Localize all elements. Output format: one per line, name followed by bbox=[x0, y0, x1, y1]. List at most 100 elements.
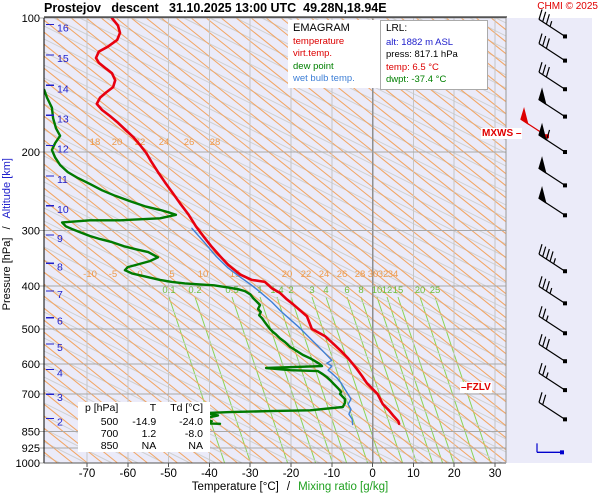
table-row: 500 -14.9 -24.0 bbox=[78, 416, 210, 428]
svg-text:200: 200 bbox=[22, 147, 40, 159]
isopleth-labels: 18 20 22 24 26 28-10 -5 0 5 10 15 20 22 24 26 28 30 32 340… bbox=[83, 137, 440, 296]
svg-text:14: 14 bbox=[57, 83, 69, 95]
svg-text:-10: -10 bbox=[323, 468, 340, 480]
pressure-axis: 100 200 300 400 500 600 700 850 925 1000 bbox=[16, 13, 40, 470]
lrl-temperature: temp: 6.5 °C bbox=[386, 61, 439, 73]
svg-text:5: 5 bbox=[169, 269, 174, 280]
temperature-curve bbox=[94, 18, 401, 426]
svg-text:15: 15 bbox=[230, 269, 241, 280]
lrl-box: LRL: alt: 1882 m ASL press: 817.1 hPa te… bbox=[380, 20, 488, 90]
sounding-curves bbox=[44, 18, 401, 426]
legend-item-dew-point: dew point bbox=[293, 60, 334, 72]
svg-text:-5: -5 bbox=[109, 269, 117, 280]
table-row: 850 NA NA bbox=[78, 440, 210, 452]
svg-text:25: 25 bbox=[430, 285, 441, 296]
svg-text:20: 20 bbox=[282, 269, 293, 280]
svg-text:22: 22 bbox=[301, 269, 312, 280]
svg-text:8: 8 bbox=[57, 261, 63, 273]
svg-text:700: 700 bbox=[22, 389, 40, 401]
svg-text:28: 28 bbox=[210, 137, 221, 148]
wind-barb bbox=[538, 9, 567, 39]
svg-text:-60: -60 bbox=[119, 468, 136, 480]
svg-text:24: 24 bbox=[319, 269, 330, 280]
lrl-pressure: press: 817.1 hPa bbox=[386, 49, 458, 60]
svg-text:-50: -50 bbox=[160, 468, 177, 480]
wind-barb bbox=[538, 186, 567, 218]
wind-barb bbox=[538, 87, 567, 119]
legend-item-wet-bulb: wet bulb temp. bbox=[293, 73, 355, 84]
svg-text:300: 300 bbox=[22, 225, 40, 237]
svg-text:9: 9 bbox=[57, 233, 63, 245]
wind-barb bbox=[536, 443, 564, 455]
svg-text:18: 18 bbox=[90, 137, 101, 148]
svg-text:20: 20 bbox=[448, 468, 461, 480]
cell-p700: 700 bbox=[100, 428, 119, 440]
x-axis-title: Temperature [°C] / Mixing ratio [g/kg] bbox=[140, 481, 440, 493]
svg-text:0.1: 0.1 bbox=[162, 285, 175, 296]
wind-barb bbox=[538, 122, 567, 155]
cell-t850: NA bbox=[141, 440, 157, 452]
temperature-axis: -70 -60 -50 -40 -30 -20 -10 0 10 20 30 bbox=[79, 463, 502, 480]
svg-text:13: 13 bbox=[57, 113, 69, 125]
svg-text:12: 12 bbox=[57, 144, 69, 156]
svg-text:2: 2 bbox=[57, 417, 63, 429]
svg-text:8: 8 bbox=[358, 285, 363, 296]
table-header-row: p [hPa] T Td [°C] bbox=[78, 402, 210, 416]
svg-text:11: 11 bbox=[57, 174, 68, 186]
svg-text:22: 22 bbox=[135, 137, 146, 148]
plot-border bbox=[43, 16, 507, 464]
svg-text:-30: -30 bbox=[242, 468, 259, 480]
svg-text:32: 32 bbox=[378, 269, 389, 280]
wind-barbs bbox=[520, 9, 567, 455]
y-axis-title: Pressure [hPa] / Altitude [km] bbox=[1, 158, 13, 310]
x-axis-separator: / bbox=[286, 481, 291, 493]
svg-text:4: 4 bbox=[57, 367, 63, 379]
svg-text:500: 500 bbox=[22, 324, 40, 336]
svg-text:20: 20 bbox=[415, 285, 426, 296]
svg-text:850: 850 bbox=[22, 426, 40, 438]
wind-barb bbox=[538, 306, 567, 336]
svg-text:26: 26 bbox=[337, 269, 348, 280]
y-axis-title-pressure: Pressure [hPa] bbox=[1, 237, 13, 311]
cell-p500: 500 bbox=[100, 416, 119, 428]
cell-td850: NA bbox=[188, 440, 204, 452]
cell-td500: -24.0 bbox=[179, 416, 204, 428]
lrl-title: LRL: bbox=[386, 23, 408, 34]
copyright-text: CHMI © 2025 bbox=[537, 1, 598, 12]
svg-text:16: 16 bbox=[57, 23, 69, 35]
svg-text:-70: -70 bbox=[79, 468, 96, 480]
wind-barb bbox=[538, 244, 567, 274]
wind-barb bbox=[538, 392, 567, 422]
svg-text:24: 24 bbox=[159, 137, 170, 148]
x-axis-title-mixing-ratio: Mixing ratio [g/kg] bbox=[298, 481, 389, 493]
svg-text:4: 4 bbox=[323, 285, 328, 296]
cell-t700: 1.2 bbox=[141, 428, 157, 440]
svg-text:15: 15 bbox=[57, 53, 69, 65]
col-pressure: p [hPa] bbox=[85, 402, 119, 414]
svg-text:0.2: 0.2 bbox=[188, 285, 201, 296]
wind-barb bbox=[538, 156, 567, 188]
svg-text:28: 28 bbox=[355, 269, 366, 280]
x-axis-title-temperature: Temperature [°C] bbox=[191, 481, 279, 493]
svg-text:30: 30 bbox=[489, 468, 502, 480]
cell-t500: -14.9 bbox=[132, 416, 157, 428]
svg-text:12: 12 bbox=[382, 285, 393, 296]
col-dewpoint: Td [°C] bbox=[170, 402, 204, 414]
svg-text:10: 10 bbox=[407, 468, 420, 480]
svg-text:-40: -40 bbox=[201, 468, 218, 480]
svg-text:600: 600 bbox=[22, 359, 40, 371]
svg-text:7: 7 bbox=[57, 289, 63, 301]
lrl-altitude: alt: 1882 m ASL bbox=[386, 36, 454, 48]
wind-barb bbox=[538, 362, 567, 393]
svg-text:30: 30 bbox=[368, 269, 379, 280]
y-axis-title-altitude: Altitude [km] bbox=[1, 158, 13, 219]
page-title: Prostejov descent 31.10.2025 13:00 UTC 4… bbox=[44, 1, 387, 15]
legend-title: EMAGRAM bbox=[293, 22, 350, 34]
svg-text:100: 100 bbox=[22, 13, 40, 25]
mxws-marker: MXWS – bbox=[481, 128, 523, 139]
svg-text:6: 6 bbox=[57, 316, 63, 328]
lrl-dewpoint: dwpt: -37.4 °C bbox=[386, 74, 447, 85]
svg-text:0: 0 bbox=[369, 468, 375, 480]
fzlv-marker: –FZLV bbox=[460, 382, 492, 393]
